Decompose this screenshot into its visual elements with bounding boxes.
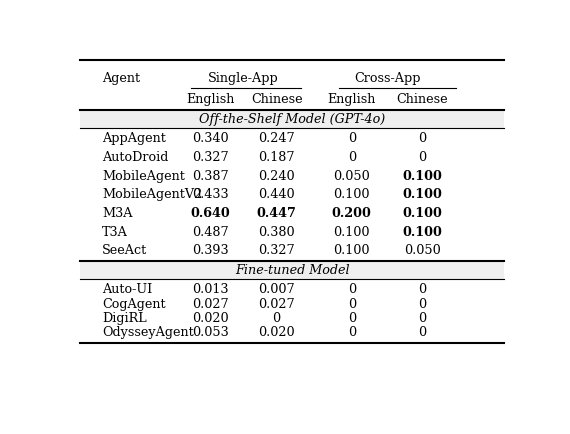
Text: 0: 0 xyxy=(272,312,281,325)
Text: MobileAgentV2: MobileAgentV2 xyxy=(102,188,202,201)
Text: 0: 0 xyxy=(348,132,356,145)
Text: Single-App: Single-App xyxy=(208,72,279,85)
Text: 0.020: 0.020 xyxy=(258,326,295,339)
Text: DigiRL: DigiRL xyxy=(102,312,147,325)
Text: 0.100: 0.100 xyxy=(402,207,442,220)
Text: 0: 0 xyxy=(348,312,356,325)
Text: 0: 0 xyxy=(418,298,426,311)
Text: 0.100: 0.100 xyxy=(402,188,442,201)
Text: Agent: Agent xyxy=(102,72,140,85)
Text: 0: 0 xyxy=(418,151,426,164)
Text: English: English xyxy=(186,93,235,106)
Text: 0.100: 0.100 xyxy=(402,170,442,183)
Text: Auto-UI: Auto-UI xyxy=(102,283,152,296)
Text: Cross-App: Cross-App xyxy=(354,72,420,85)
Text: T3A: T3A xyxy=(102,226,128,239)
Text: 0: 0 xyxy=(348,326,356,339)
Text: OdysseyAgent: OdysseyAgent xyxy=(102,326,194,339)
Text: 0.440: 0.440 xyxy=(258,188,295,201)
Text: Chinese: Chinese xyxy=(397,93,448,106)
Text: 0.640: 0.640 xyxy=(190,207,230,220)
Text: 0.050: 0.050 xyxy=(333,170,370,183)
Text: 0: 0 xyxy=(418,283,426,296)
Text: 0.487: 0.487 xyxy=(192,226,229,239)
Text: 0.007: 0.007 xyxy=(258,283,295,296)
Text: Chinese: Chinese xyxy=(251,93,303,106)
Text: 0.027: 0.027 xyxy=(258,298,295,311)
Text: 0.020: 0.020 xyxy=(192,312,229,325)
Text: 0.187: 0.187 xyxy=(258,151,295,164)
Text: 0.387: 0.387 xyxy=(192,170,229,183)
Text: AutoDroid: AutoDroid xyxy=(102,151,169,164)
Text: 0.393: 0.393 xyxy=(192,244,229,257)
Text: English: English xyxy=(328,93,376,106)
Text: CogAgent: CogAgent xyxy=(102,298,166,311)
Text: 0.447: 0.447 xyxy=(256,207,296,220)
Text: 0.100: 0.100 xyxy=(333,188,370,201)
Text: 0.327: 0.327 xyxy=(192,151,229,164)
Text: 0.240: 0.240 xyxy=(258,170,295,183)
Text: 0: 0 xyxy=(348,283,356,296)
Text: MobileAgent: MobileAgent xyxy=(102,170,185,183)
Text: 0.100: 0.100 xyxy=(333,244,370,257)
Text: 0.200: 0.200 xyxy=(332,207,372,220)
Text: 0.050: 0.050 xyxy=(404,244,441,257)
Text: 0.013: 0.013 xyxy=(192,283,229,296)
Text: 0.027: 0.027 xyxy=(192,298,229,311)
Text: 0: 0 xyxy=(348,298,356,311)
Bar xyxy=(80,260,504,279)
Text: Fine-tuned Model: Fine-tuned Model xyxy=(235,264,349,277)
Text: 0.247: 0.247 xyxy=(258,132,295,145)
Text: 0: 0 xyxy=(418,326,426,339)
Text: 0.340: 0.340 xyxy=(192,132,229,145)
Text: AppAgent: AppAgent xyxy=(102,132,166,145)
Text: 0: 0 xyxy=(418,312,426,325)
Text: 0: 0 xyxy=(348,151,356,164)
Text: 0.380: 0.380 xyxy=(258,226,295,239)
Text: 0.100: 0.100 xyxy=(402,226,442,239)
Text: 0.100: 0.100 xyxy=(333,226,370,239)
Text: 0.053: 0.053 xyxy=(192,326,229,339)
Text: 0.433: 0.433 xyxy=(192,188,229,201)
Bar xyxy=(80,109,504,128)
Text: Off-the-Shelf Model (GPT-4o): Off-the-Shelf Model (GPT-4o) xyxy=(199,113,385,126)
Text: M3A: M3A xyxy=(102,207,133,220)
Text: 0.327: 0.327 xyxy=(258,244,295,257)
Text: SeeAct: SeeAct xyxy=(102,244,148,257)
Text: 0: 0 xyxy=(418,132,426,145)
